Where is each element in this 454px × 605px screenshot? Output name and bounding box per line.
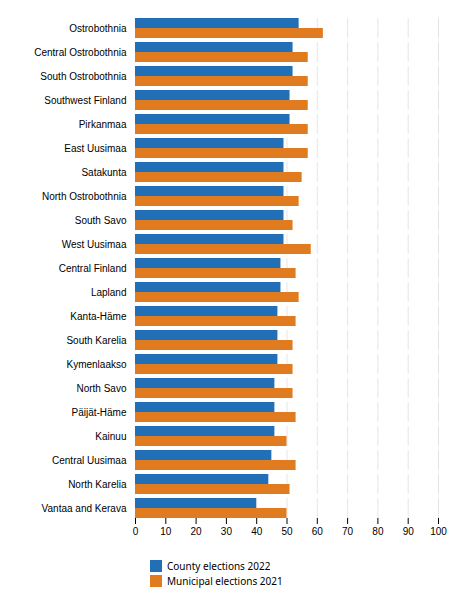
svg-text:East Uusimaa: East Uusimaa (64, 143, 127, 154)
svg-text:South Karelia: South Karelia (66, 335, 126, 346)
svg-text:West Uusimaa: West Uusimaa (62, 239, 127, 250)
svg-text:Kanta-Häme: Kanta-Häme (70, 311, 127, 322)
svg-text:North Savo: North Savo (76, 383, 126, 394)
svg-text:100: 100 (430, 526, 447, 537)
svg-text:Satakunta: Satakunta (81, 167, 126, 178)
svg-text:30: 30 (221, 526, 233, 537)
html-text:County elections 2022: County elections 2022 (167, 559, 271, 573)
svg-text:10: 10 (160, 526, 172, 537)
svg-text:North Ostrobothnia: North Ostrobothnia (42, 191, 127, 202)
svg-text:90: 90 (403, 526, 415, 537)
svg-text:Southwest Finland: Southwest Finland (44, 95, 126, 106)
svg-text:South Savo: South Savo (75, 215, 127, 226)
svg-text:North Karelia: North Karelia (68, 479, 127, 490)
svg-text:Central Uusimaa: Central Uusimaa (52, 455, 127, 466)
svg-text:Ostrobothnia: Ostrobothnia (69, 23, 127, 34)
svg-text:Central Ostrobothnia: Central Ostrobothnia (34, 47, 127, 58)
svg-text:Kainuu: Kainuu (95, 431, 126, 442)
html-text:Municipal elections 2021: Municipal elections 2021 (167, 574, 283, 588)
svg-text:Vantaa and Kerava: Vantaa and Kerava (42, 503, 127, 514)
svg-text:Central Finland: Central Finland (59, 263, 127, 274)
svg-text:50: 50 (281, 526, 293, 537)
svg-text:20: 20 (191, 526, 203, 537)
svg-text:80: 80 (372, 526, 384, 537)
svg-text:60: 60 (312, 526, 324, 537)
svg-text:70: 70 (342, 526, 354, 537)
svg-text:Lapland: Lapland (91, 287, 127, 298)
svg-text:0: 0 (133, 526, 139, 537)
svg-text:40: 40 (251, 526, 263, 537)
svg-text:Päijät-Häme: Päijät-Häme (71, 407, 126, 418)
svg-text:Kymenlaakso: Kymenlaakso (66, 359, 126, 370)
svg-text:South Ostrobothnia: South Ostrobothnia (40, 71, 127, 82)
svg-text:Pirkanmaa: Pirkanmaa (79, 119, 127, 130)
